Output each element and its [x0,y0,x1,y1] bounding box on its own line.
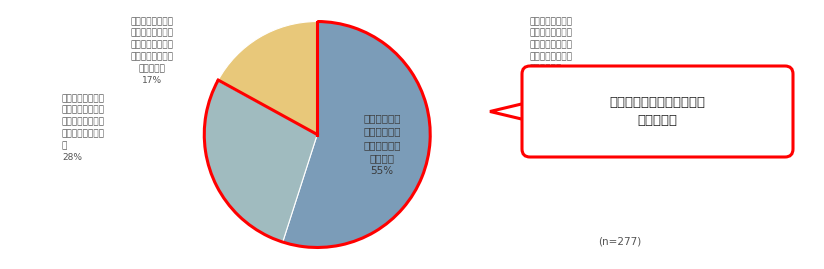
Wedge shape [283,22,430,247]
Polygon shape [532,102,548,121]
Text: オンライン会議の
導入は進んでいな
いが、従来型の電
話会議システムは
利用している
0%: オンライン会議の 導入は進んでいな いが、従来型の電 話会議システムは 利用して… [530,17,573,85]
Text: 相手方が許容する
のであれば、オン
ライン会議を利用
するようにしてい
る
28%: 相手方が許容する のであれば、オン ライン会議を利用 するようにしてい る 28… [62,94,105,162]
Text: ８割超の企業がオンライン
会議を利用: ８割超の企業がオンライン 会議を利用 [610,96,705,127]
Wedge shape [218,22,317,134]
Polygon shape [490,101,532,122]
Text: 状況次第でオ
ンライン会議
を利用する場
合もある
55%: 状況次第でオ ンライン会議 を利用する場 合もある 55% [363,113,400,176]
FancyBboxPatch shape [522,66,793,157]
Text: 対面の面談を優先
し、オンライン会
議はあまり（また
はまったく）利用
していない
17%: 対面の面談を優先 し、オンライン会 議はあまり（また はまったく）利用 していな… [130,17,174,85]
Wedge shape [204,81,317,242]
Text: (n=277): (n=277) [598,237,642,247]
